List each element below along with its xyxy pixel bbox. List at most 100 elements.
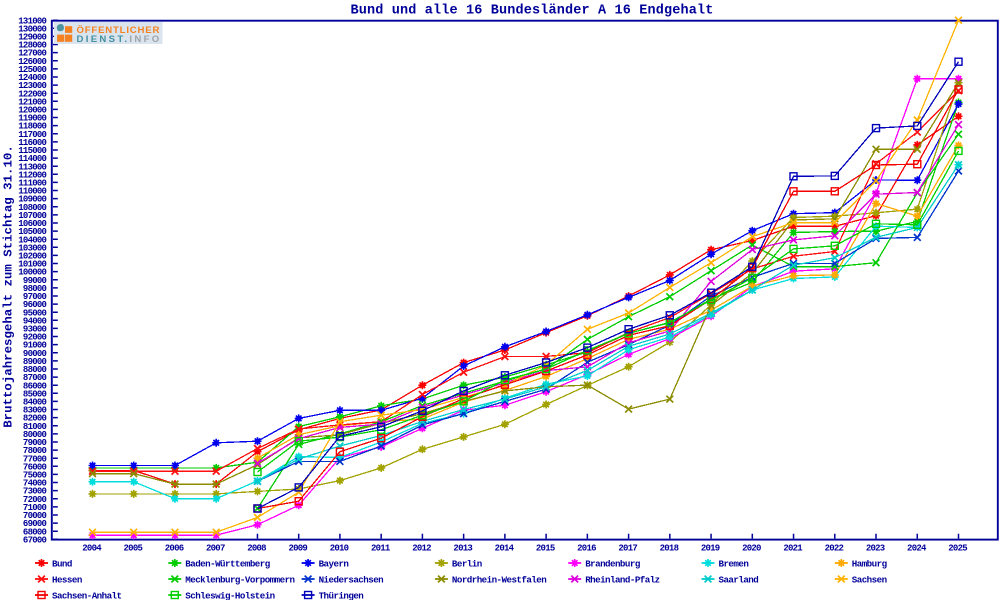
svg-text:71000: 71000 [23, 503, 47, 513]
svg-text:2012: 2012 [412, 543, 431, 553]
svg-text:77000: 77000 [23, 454, 47, 464]
svg-text:2013: 2013 [453, 543, 472, 553]
svg-text:124000: 124000 [18, 73, 46, 83]
svg-text:DIENST.INFO: DIENST.INFO [77, 34, 162, 45]
svg-text:72000: 72000 [23, 495, 47, 505]
svg-text:104000: 104000 [18, 235, 46, 245]
svg-text:Thüringen: Thüringen [319, 590, 364, 600]
svg-text:119000: 119000 [18, 114, 46, 124]
svg-text:94000: 94000 [23, 316, 47, 326]
svg-text:125000: 125000 [18, 65, 46, 75]
svg-text:2007: 2007 [206, 543, 225, 553]
svg-text:2017: 2017 [618, 543, 637, 553]
svg-text:Baden-Württemberg: Baden-Württemberg [185, 558, 269, 569]
svg-text:84000: 84000 [23, 398, 47, 408]
svg-text:Bruttojahresgehalt zum Stichta: Bruttojahresgehalt zum Stichtag 31.10. [2, 145, 16, 428]
svg-text:128000: 128000 [18, 41, 46, 51]
svg-text:2011: 2011 [371, 543, 391, 553]
svg-text:113000: 113000 [18, 162, 46, 172]
svg-text:115000: 115000 [18, 146, 46, 156]
svg-text:Berlin: Berlin [452, 558, 482, 569]
svg-text:67000: 67000 [23, 535, 47, 545]
svg-text:Hamburg: Hamburg [852, 558, 887, 569]
svg-text:2023: 2023 [866, 543, 885, 553]
svg-text:75000: 75000 [23, 471, 47, 481]
svg-text:87000: 87000 [23, 373, 47, 383]
svg-text:Hessen: Hessen [52, 574, 82, 585]
svg-text:111000: 111000 [18, 179, 46, 189]
svg-text:121000: 121000 [18, 97, 46, 107]
svg-text:2022: 2022 [825, 543, 844, 553]
svg-text:114000: 114000 [18, 154, 46, 164]
svg-text:120000: 120000 [18, 106, 46, 116]
svg-text:103000: 103000 [18, 243, 46, 253]
svg-text:76000: 76000 [23, 462, 47, 472]
svg-text:2004: 2004 [82, 543, 102, 553]
svg-text:2006: 2006 [165, 543, 184, 553]
svg-text:2016: 2016 [577, 543, 596, 553]
svg-text:Bund: Bund [52, 558, 72, 569]
svg-text:Bund und alle 16 Bundesländer: Bund und alle 16 Bundesländer A 16 Endge… [350, 4, 713, 19]
svg-text:126000: 126000 [18, 57, 46, 67]
svg-text:131000: 131000 [18, 16, 46, 26]
svg-text:69000: 69000 [23, 519, 47, 529]
svg-text:130000: 130000 [18, 24, 46, 34]
svg-text:80000: 80000 [23, 430, 47, 440]
svg-text:2005: 2005 [124, 543, 143, 553]
svg-text:Nordrhein-Westfalen: Nordrhein-Westfalen [452, 574, 546, 585]
svg-text:118000: 118000 [18, 122, 46, 132]
svg-text:100000: 100000 [18, 268, 46, 278]
svg-text:90000: 90000 [23, 349, 47, 359]
svg-text:2024: 2024 [907, 543, 927, 553]
svg-text:ÖFFENTLICHER: ÖFFENTLICHER [77, 25, 161, 36]
svg-text:95000: 95000 [23, 308, 47, 318]
svg-text:2008: 2008 [247, 543, 266, 553]
svg-text:2014: 2014 [495, 543, 515, 553]
svg-text:Sachsen: Sachsen [852, 574, 887, 585]
svg-text:2019: 2019 [701, 543, 720, 553]
svg-text:102000: 102000 [18, 252, 46, 262]
svg-text:109000: 109000 [18, 195, 46, 205]
svg-text:106000: 106000 [18, 219, 46, 229]
svg-text:Sachsen-Anhalt: Sachsen-Anhalt [52, 590, 122, 600]
svg-text:97000: 97000 [23, 292, 47, 302]
svg-text:116000: 116000 [18, 138, 46, 148]
svg-text:98000: 98000 [23, 284, 47, 294]
svg-text:81000: 81000 [23, 422, 47, 432]
svg-text:92000: 92000 [23, 333, 47, 343]
svg-text:68000: 68000 [23, 527, 47, 537]
svg-text:89000: 89000 [23, 357, 47, 367]
svg-text:79000: 79000 [23, 438, 47, 448]
svg-text:82000: 82000 [23, 414, 47, 424]
svg-text:2020: 2020 [742, 543, 761, 553]
svg-text:127000: 127000 [18, 49, 46, 59]
svg-text:123000: 123000 [18, 81, 46, 91]
svg-text:93000: 93000 [23, 325, 47, 335]
svg-text:Rheinland-Pfalz: Rheinland-Pfalz [585, 574, 659, 585]
svg-text:Mecklenburg-Vorpommern: Mecklenburg-Vorpommern [185, 574, 294, 585]
svg-text:101000: 101000 [18, 260, 46, 270]
svg-text:108000: 108000 [18, 203, 46, 213]
svg-text:86000: 86000 [23, 381, 47, 391]
svg-text:99000: 99000 [23, 276, 47, 286]
svg-text:2015: 2015 [536, 543, 555, 553]
svg-text:91000: 91000 [23, 341, 47, 351]
svg-text:83000: 83000 [23, 406, 47, 416]
svg-text:2025: 2025 [948, 543, 967, 553]
svg-text:Niedersachsen: Niedersachsen [319, 574, 384, 585]
svg-text:2010: 2010 [330, 543, 349, 553]
svg-text:Bremen: Bremen [719, 558, 749, 569]
svg-text:88000: 88000 [23, 365, 47, 375]
svg-text:112000: 112000 [18, 170, 46, 180]
svg-text:Bayern: Bayern [319, 558, 349, 569]
svg-text:Schleswig-Holstein: Schleswig-Holstein [185, 590, 274, 600]
svg-text:110000: 110000 [18, 187, 46, 197]
svg-text:Saarland: Saarland [719, 574, 759, 585]
svg-text:73000: 73000 [23, 487, 47, 497]
svg-text:105000: 105000 [18, 227, 46, 237]
svg-text:70000: 70000 [23, 511, 47, 521]
svg-text:2018: 2018 [660, 543, 679, 553]
svg-text:129000: 129000 [18, 33, 46, 43]
svg-text:2009: 2009 [288, 543, 307, 553]
svg-text:78000: 78000 [23, 446, 47, 456]
